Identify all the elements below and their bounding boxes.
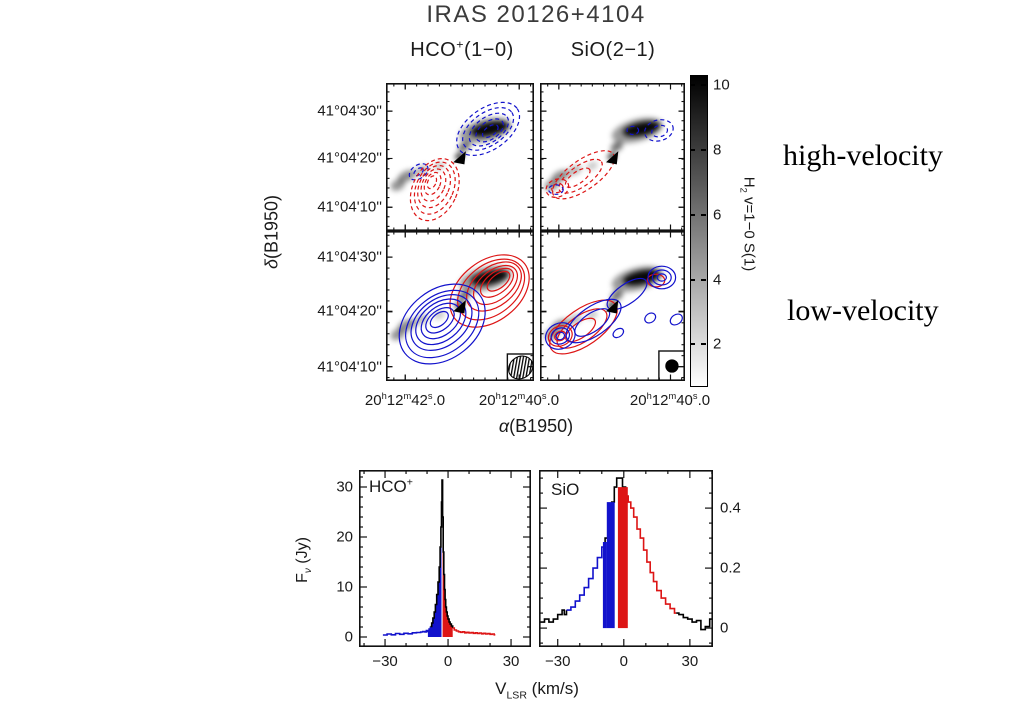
flux-axis-title: Fν (Jy) [294, 537, 315, 583]
colorbar-tick [701, 83, 706, 86]
velocity-tick-label: 30 [502, 653, 520, 670]
ra-tick-label: 20h12m40s.0 [629, 391, 711, 409]
colorbar-tick [701, 278, 706, 281]
map-panel-hco-high-velocity [386, 83, 534, 231]
sio-flux-tick-label: 0.4 [720, 499, 741, 517]
colorbar-tick-label: 6 [713, 206, 722, 224]
annotation-high-velocity: high-velocity [783, 139, 943, 172]
map-panel-sio-high-velocity [540, 83, 685, 231]
ra-tick-label: 20h12m40s.0 [478, 391, 560, 409]
annotation-low-velocity: low-velocity [787, 294, 939, 327]
flux-tick-label: 0 [344, 628, 353, 646]
ra-axis-title: α(B1950) [498, 416, 574, 436]
spectrum-panel-sio [539, 470, 713, 647]
ra-tick-label: 20h12m42s.0 [364, 391, 446, 409]
colorbar-tick [690, 278, 695, 281]
colorbar-tick-label: 2 [713, 335, 722, 353]
dec-tick-label: 41°04'30'' [317, 248, 382, 266]
spectrum-panel-hco [359, 470, 531, 647]
flux-tick-label: 20 [336, 528, 353, 546]
dec-tick-label: 41°04'30'' [317, 102, 382, 120]
map-panel-hco-low-velocity [386, 231, 534, 381]
dec-axis-title: δ(B1950) [261, 194, 282, 270]
velocity-tick-label: −30 [544, 653, 571, 670]
velocity-tick-label: −30 [372, 653, 398, 670]
colorbar-tick [701, 213, 706, 216]
sio-flux-tick-label: 0 [720, 619, 729, 637]
figure-title: IRAS 20126+4104 [426, 1, 646, 28]
colorbar-tick [690, 343, 695, 346]
velocity-tick-label: 0 [619, 653, 628, 670]
dec-tick-label: 41°04'20'' [317, 302, 382, 320]
flux-tick-label: 30 [336, 478, 353, 496]
colorbar-tick [701, 148, 706, 151]
colorbar-tick [690, 83, 695, 86]
colorbar-tick-label: 8 [713, 141, 722, 159]
spectrum-label-hco: HCO+ [369, 476, 413, 496]
velocity-tick-label: 30 [681, 653, 699, 670]
velocity-tick-label: 0 [443, 653, 453, 670]
flux-tick-label: 10 [336, 578, 353, 596]
colorbar-title: H2 v=1−0 S(1) [738, 176, 758, 272]
colorbar-tick-label: 10 [713, 76, 730, 94]
colorbar-tick-label: 4 [713, 271, 722, 288]
colorbar-tick [690, 213, 695, 216]
dec-tick-label: 41°04'20'' [317, 149, 382, 167]
velocity-axis-title: VLSR (km/s) [495, 679, 579, 702]
column-header-sio: SiO(2−1) [570, 39, 656, 61]
dec-tick-label: 41°04'10'' [317, 358, 382, 376]
colorbar-tick [701, 343, 706, 346]
dec-tick-label: 41°04'10'' [317, 198, 382, 216]
colorbar-tick [690, 148, 695, 151]
map-panel-sio-low-velocity [540, 231, 685, 381]
colorbar [690, 75, 708, 387]
sio-flux-tick-label: 0.2 [720, 559, 741, 577]
spectrum-label-sio: SiO [551, 480, 580, 499]
column-header-hco: HCO+(1−0) [410, 37, 514, 61]
